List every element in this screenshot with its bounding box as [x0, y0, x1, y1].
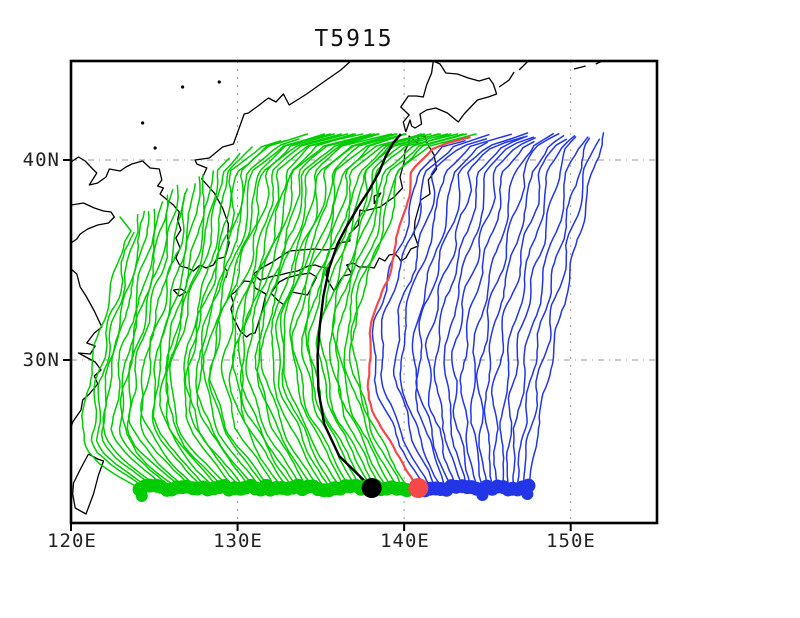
ensemble-member-track	[443, 136, 535, 489]
best-track-start-dot	[361, 478, 382, 498]
ensemble-member-track	[127, 184, 188, 489]
ensemble-member-track	[283, 133, 407, 489]
member-start-dot	[521, 488, 534, 500]
ensemble-member-track	[343, 133, 465, 489]
control-track	[366, 135, 471, 489]
ensemble-member-track	[202, 133, 326, 489]
ensemble-member-track	[290, 133, 406, 489]
map-speck	[181, 85, 185, 89]
ensemble-member-track	[516, 137, 591, 489]
ensemble-tracks	[81, 132, 605, 489]
coastline	[71, 156, 143, 186]
ensemble-member-track	[307, 133, 422, 489]
ensemble-member-track	[371, 140, 466, 489]
coastline	[71, 202, 115, 244]
ensemble-member-track	[505, 136, 577, 489]
ensemble-member-track	[499, 135, 576, 489]
ensemble-member-track	[459, 140, 535, 489]
ensemble-member-track	[490, 138, 568, 489]
ensemble-member-track	[304, 133, 432, 489]
ensemble-member-track	[231, 133, 357, 489]
ensemble-member-track	[102, 211, 162, 489]
ensemble-member-track	[256, 133, 375, 489]
coastline	[72, 453, 105, 515]
ensemble-member-track	[521, 138, 601, 489]
ensemble-member-track	[184, 139, 286, 489]
coastline	[573, 65, 586, 70]
ensemble-member-track	[239, 133, 355, 489]
ensemble-member-track	[270, 133, 393, 489]
coastline	[498, 71, 515, 88]
x-tick-label-130e: 130E	[213, 530, 263, 552]
ensemble-member-track	[331, 133, 459, 489]
ensemble-member-track	[208, 133, 335, 489]
ensemble-member-track	[245, 133, 372, 489]
ensemble-member-track	[169, 152, 241, 489]
map-speck	[153, 146, 157, 150]
map-speck	[141, 121, 145, 125]
ensemble-member-track	[483, 135, 565, 489]
ensemble-member-track	[392, 138, 488, 489]
ensemble-member-track	[415, 132, 529, 489]
x-tick-label-120e: 120E	[47, 530, 97, 552]
control-start-dot	[408, 478, 429, 498]
coastline	[142, 61, 352, 272]
ensemble-member-track	[152, 176, 209, 489]
coastline	[71, 268, 103, 430]
y-tick-label-30n: 30N	[22, 349, 60, 371]
ensemble-member-track	[274, 133, 397, 489]
best-track	[316, 133, 402, 489]
start-position-dots	[132, 478, 536, 502]
ensemble-member-track	[433, 135, 528, 489]
ensemble-member-track	[511, 136, 589, 489]
ensemble-member-track	[140, 188, 199, 489]
ensemble-member-track	[411, 141, 488, 489]
map-speck	[217, 80, 221, 84]
ensemble-member-track	[424, 136, 525, 489]
y-tick-label-40n: 40N	[22, 149, 60, 171]
ensemble-member-track	[335, 133, 452, 489]
ensemble-member-track	[95, 213, 151, 489]
ensemble-member-track	[451, 137, 536, 489]
ensemble-member-track	[254, 133, 379, 489]
coastline	[518, 61, 529, 71]
ensemble-member-track	[220, 133, 342, 489]
ensemble-member-track	[159, 174, 215, 489]
ensemble-member-track	[380, 133, 490, 489]
ensemble-member-track	[208, 133, 332, 489]
ensemble-member-track	[289, 133, 407, 489]
ensemble-member-track	[187, 140, 282, 489]
ensemble-member-track	[119, 194, 178, 489]
ensemble-member-track	[527, 132, 605, 489]
ensemble-member-track	[399, 133, 512, 489]
ensemble-member-track	[165, 157, 230, 489]
ensemble-member-track	[350, 133, 477, 489]
page-title: T5915	[314, 26, 394, 52]
ensemble-member-track	[470, 133, 554, 489]
x-tick-label-140e: 140E	[380, 530, 430, 552]
coastline	[400, 61, 498, 133]
ensemble-member-track	[90, 231, 147, 489]
ensemble-member-track	[279, 133, 398, 489]
member-start-dot	[135, 490, 148, 502]
ensemble-member-track	[237, 133, 364, 489]
member-start-dot	[476, 489, 489, 501]
x-tick-label-150e: 150E	[546, 530, 596, 552]
ensemble-member-track	[195, 138, 300, 489]
ensemble-member-track	[110, 208, 169, 489]
plot-frame	[69, 59, 659, 525]
ensemble-member-track	[475, 132, 560, 489]
ensemble-member-track	[81, 216, 140, 489]
ensemble-member-track	[259, 133, 380, 489]
coastline	[270, 272, 318, 306]
axis-ticks	[63, 159, 572, 531]
ensemble-member-track	[165, 170, 221, 489]
